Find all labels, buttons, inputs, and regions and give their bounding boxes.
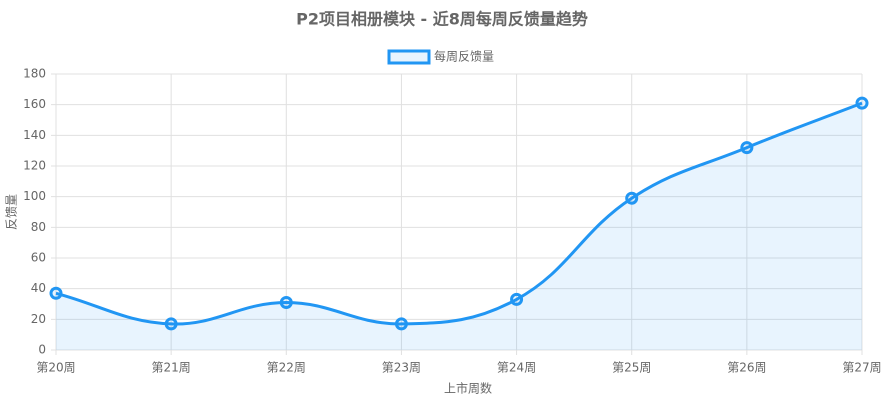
point	[625, 191, 639, 205]
point	[510, 292, 524, 306]
y-tick-label: 40	[31, 281, 46, 295]
x-tick-label: 第24周	[497, 361, 536, 375]
legend-label: 每周反馈量	[434, 49, 494, 64]
y-tick-label: 60	[31, 251, 46, 265]
y-tick-label: 0	[38, 343, 46, 357]
y-tick-label: 140	[23, 128, 46, 142]
y-tick-label: 20	[31, 312, 46, 326]
x-axis-label: 上市周数	[444, 381, 492, 396]
x-tick-label: 第25周	[612, 361, 651, 375]
point	[164, 317, 178, 331]
line	[55, 101, 863, 326]
x-tick-label: 第27周	[842, 361, 881, 375]
x-tick-label: 第21周	[152, 361, 191, 375]
y-tick-label: 80	[31, 220, 46, 234]
x-tick-label: 第23周	[382, 361, 421, 375]
x-tick-label: 第20周	[36, 361, 75, 375]
y-tick-label: 180	[23, 67, 46, 81]
point	[279, 295, 293, 309]
x-tick-label: 第26周	[727, 361, 766, 375]
legend-swatch	[387, 49, 431, 65]
point	[740, 141, 754, 155]
point	[855, 96, 869, 110]
area	[56, 103, 862, 350]
chart-title: P2项目相册模块 - 近8周每周反馈量趋势	[296, 10, 588, 29]
x-tick-label: 第22周	[267, 361, 306, 375]
y-tick-label: 120	[23, 159, 46, 173]
y-tick-label: 160	[23, 97, 46, 111]
y-tick-label: 100	[23, 189, 46, 203]
y-axis-label: 反馈量	[5, 194, 19, 230]
point	[394, 317, 408, 331]
point	[49, 286, 63, 300]
